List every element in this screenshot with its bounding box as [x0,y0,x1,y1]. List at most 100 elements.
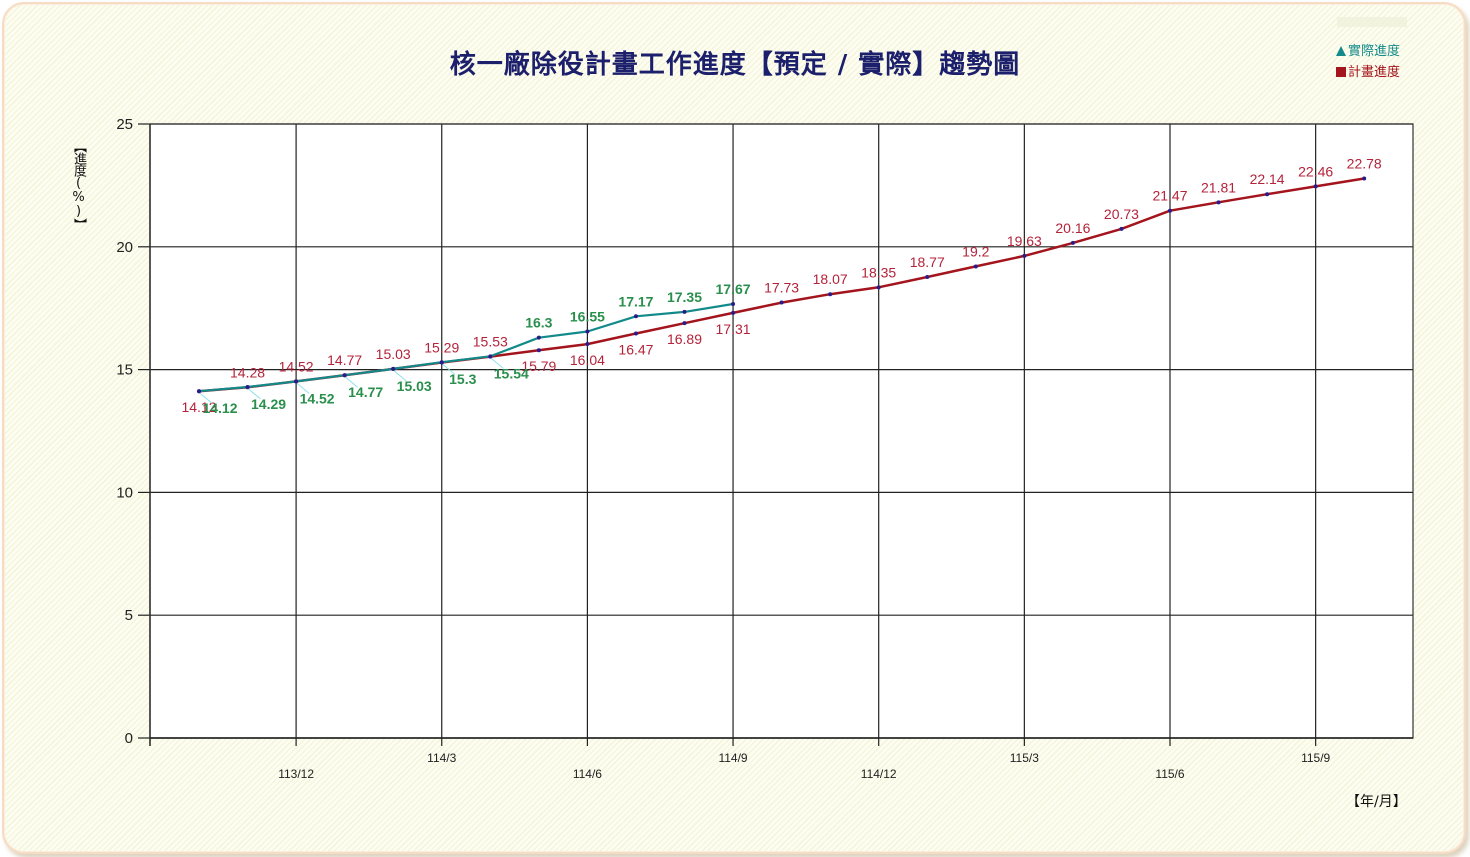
actual-data-label: 16.55 [570,309,605,325]
data-point [973,264,978,269]
y-axis-label: 【進度(%)】 [71,140,86,230]
plot-area [150,124,1413,738]
actual-data-label: 16.3 [525,315,552,331]
data-point [536,348,541,353]
data-point [294,379,299,384]
data-point [633,314,638,319]
data-point [779,300,784,305]
data-point [1119,226,1124,231]
legend-item-actual[interactable]: 實際進度 [1336,40,1400,61]
data-point [1362,176,1367,181]
actual-data-label: 14.29 [251,396,286,412]
data-point [585,342,590,347]
actual-data-label: 17.67 [716,281,751,297]
x-tick-label: 114/3 [427,751,456,765]
label-leader-line [442,363,456,375]
data-point [731,310,736,315]
actual-data-label: 15.54 [494,365,529,381]
legend-label-plan: 計畫進度 [1348,64,1401,79]
plan-data-label: 17.31 [716,321,751,337]
plan-data-label: 15.53 [473,334,508,350]
y-tick-label: 15 [116,362,133,379]
label-leader-line [199,392,213,404]
plan-data-label: 15.29 [424,339,459,355]
data-point [488,354,493,359]
label-leader-line [393,370,407,382]
plan-data-label: 16.04 [570,352,605,368]
legend-item-plan[interactable]: 計畫進度 [1336,61,1400,82]
data-point [391,366,396,371]
label-leader-line [345,376,358,388]
actual-data-label: 15.3 [449,371,476,387]
data-point [1022,253,1027,258]
x-tick-label: 114/12 [861,767,897,781]
data-labels: 14.12 14.28 14.52 14.77 15.03 15.29 15.53 15.79… [181,156,1381,417]
plan-data-label: 21.47 [1152,188,1187,204]
data-point [1070,240,1075,245]
data-point [682,321,687,326]
series-lines [197,176,1367,394]
data-point [342,373,347,378]
data-point [1216,200,1221,205]
data-point [245,385,250,390]
plan-data-label: 16.89 [667,331,702,347]
plan-data-label: 22.46 [1298,163,1333,179]
plan-data-label: 14.12 [181,399,216,415]
y-tick-label: 10 [116,484,133,501]
y-tick-label: 25 [116,116,133,133]
data-point [828,292,833,297]
plan-data-label: 22.14 [1250,171,1285,187]
plan-data-label: 21.81 [1201,179,1236,195]
plan-data-label: 18.07 [813,271,848,287]
data-point [682,309,687,314]
data-point [585,329,590,334]
x-tick-label: 114/9 [718,751,747,765]
plan-data-label: 20.73 [1104,206,1139,222]
data-point [925,275,930,280]
plan-data-label: 16.47 [618,341,653,357]
y-tick-label: 5 [125,607,133,624]
x-tick-label: 114/6 [573,767,602,781]
x-tick-label: 115/6 [1155,767,1184,781]
legend-ghost-row [1337,17,1407,27]
data-point [536,335,541,340]
data-point [1168,208,1172,213]
data-point [876,285,881,290]
label-leader-line [296,383,310,394]
plan-data-label: 20.16 [1055,220,1090,236]
x-tick-label: 115/9 [1301,751,1330,765]
actual-data-label: 15.03 [397,378,432,394]
legend-label-actual: 實際進度 [1348,43,1401,58]
plan-data-label: 14.52 [279,358,314,374]
actual-data-label: 17.35 [667,289,702,305]
triangle-icon [1336,45,1346,56]
x-axis-label: 【年/月】 [1346,794,1407,810]
plan-data-label: 19.63 [1007,233,1042,249]
data-point [1265,192,1270,197]
legend: 實際進度 計畫進度 [1336,40,1400,82]
label-leader-line [490,357,504,369]
data-point [197,389,201,394]
actual-data-label: 14.12 [202,400,237,416]
plan-data-label: 14.77 [327,352,362,368]
plan-data-label: 15.79 [521,358,556,374]
actual-data-label: 14.52 [300,390,335,406]
data-point [439,360,444,365]
axes: 0 5 10 15 20 25 113/12 114/3 114/6 114/9 114/12 115… [116,116,1414,781]
plan-data-label: 18.35 [861,264,896,280]
x-tick-label: 113/12 [278,767,314,781]
plan-data-label: 19.2 [962,243,989,259]
actual-data-label: 17.17 [618,293,653,309]
label-leader-line [248,388,261,400]
series-line-actual [198,302,734,393]
plan-data-label: 14.28 [230,364,265,380]
square-icon [1336,66,1346,77]
actual-data-label: 14.77 [348,384,383,400]
plan-data-label: 22.78 [1347,156,1382,172]
plan-data-label: 18.77 [910,254,945,270]
data-point [731,302,736,307]
plan-data-label: 17.73 [764,280,799,296]
x-tick-label: 115/3 [1010,751,1039,765]
data-point [633,331,638,336]
